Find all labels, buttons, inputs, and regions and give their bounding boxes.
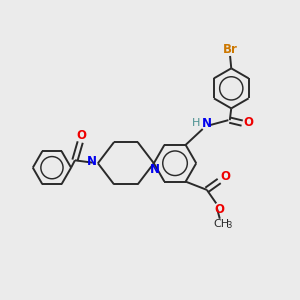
Text: 3: 3	[226, 221, 231, 230]
Text: N: N	[149, 163, 159, 176]
Text: N: N	[202, 117, 212, 130]
Text: Br: Br	[223, 43, 238, 56]
Text: O: O	[220, 170, 230, 183]
Text: N: N	[86, 155, 96, 168]
Text: CH: CH	[213, 219, 229, 229]
Text: O: O	[76, 129, 86, 142]
Text: O: O	[244, 116, 254, 129]
Text: H: H	[192, 118, 200, 128]
Text: O: O	[214, 203, 224, 216]
